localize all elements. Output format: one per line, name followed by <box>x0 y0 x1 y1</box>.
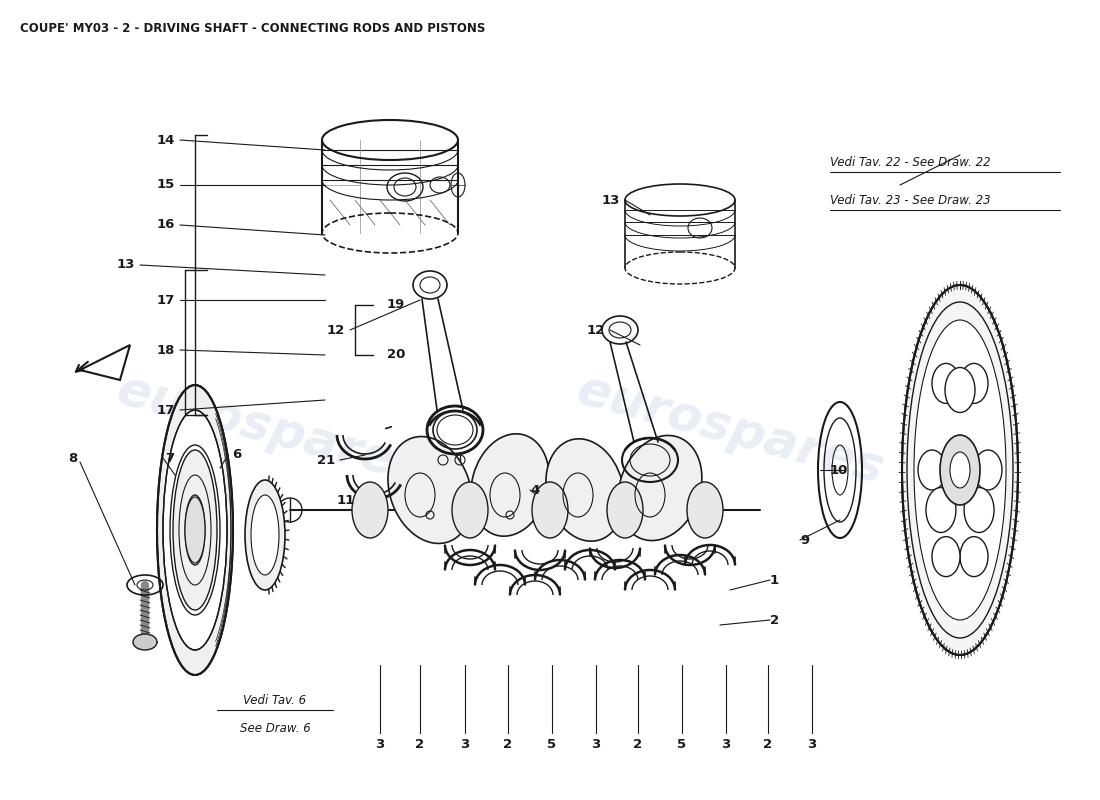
Text: 19: 19 <box>387 298 405 311</box>
Text: Vedi Tav. 23 - See Draw. 23: Vedi Tav. 23 - See Draw. 23 <box>830 194 991 206</box>
Ellipse shape <box>688 482 723 538</box>
Ellipse shape <box>185 497 205 563</box>
Ellipse shape <box>960 363 988 403</box>
Text: 5: 5 <box>678 738 686 751</box>
Text: 18: 18 <box>156 343 175 357</box>
Ellipse shape <box>452 482 488 538</box>
Text: 12: 12 <box>586 323 605 337</box>
Ellipse shape <box>926 487 956 533</box>
Ellipse shape <box>173 450 217 610</box>
Text: 5: 5 <box>548 738 557 751</box>
Text: 3: 3 <box>375 738 385 751</box>
Ellipse shape <box>352 482 388 538</box>
Ellipse shape <box>914 320 1006 620</box>
Ellipse shape <box>471 434 549 536</box>
Ellipse shape <box>546 439 624 541</box>
Text: 1: 1 <box>770 574 779 586</box>
Text: 2: 2 <box>634 738 642 751</box>
Text: 2: 2 <box>416 738 425 751</box>
Ellipse shape <box>245 480 285 590</box>
Ellipse shape <box>251 495 279 575</box>
Ellipse shape <box>902 285 1018 655</box>
Ellipse shape <box>932 537 960 577</box>
Ellipse shape <box>133 634 157 650</box>
Ellipse shape <box>932 363 960 403</box>
Ellipse shape <box>945 367 975 413</box>
Text: 11: 11 <box>337 494 355 506</box>
Text: 3: 3 <box>461 738 470 751</box>
Text: 2: 2 <box>763 738 772 751</box>
Text: 13: 13 <box>602 194 620 206</box>
Text: 3: 3 <box>722 738 730 751</box>
Text: 17: 17 <box>156 403 175 417</box>
Ellipse shape <box>607 482 644 538</box>
Ellipse shape <box>974 450 1002 490</box>
Text: 16: 16 <box>156 218 175 231</box>
Ellipse shape <box>960 537 988 577</box>
Ellipse shape <box>163 410 227 650</box>
Text: COUPE' MY03 - 2 - DRIVING SHAFT - CONNECTING RODS AND PISTONS: COUPE' MY03 - 2 - DRIVING SHAFT - CONNEC… <box>20 22 485 35</box>
Text: 2: 2 <box>504 738 513 751</box>
Text: eurospares: eurospares <box>571 366 889 494</box>
Text: 6: 6 <box>232 449 241 462</box>
Text: 21: 21 <box>317 454 336 466</box>
Ellipse shape <box>532 482 568 538</box>
Text: 3: 3 <box>807 738 816 751</box>
Ellipse shape <box>157 385 233 675</box>
Text: Vedi Tav. 6: Vedi Tav. 6 <box>243 694 307 706</box>
Text: Vedi Tav. 22 - See Draw. 22: Vedi Tav. 22 - See Draw. 22 <box>830 155 991 169</box>
Text: 20: 20 <box>387 349 406 362</box>
Text: 8: 8 <box>68 451 77 465</box>
Text: 10: 10 <box>830 463 848 477</box>
Text: 12: 12 <box>327 323 345 337</box>
Text: 4: 4 <box>530 483 539 497</box>
Text: 3: 3 <box>592 738 601 751</box>
Ellipse shape <box>964 487 994 533</box>
Text: eurospares: eurospares <box>111 366 429 494</box>
Text: 17: 17 <box>156 294 175 306</box>
Ellipse shape <box>618 435 702 541</box>
Ellipse shape <box>950 452 970 488</box>
Text: 2: 2 <box>770 614 779 626</box>
Ellipse shape <box>918 450 946 490</box>
Ellipse shape <box>940 435 980 505</box>
Text: 15: 15 <box>156 178 175 191</box>
Text: 9: 9 <box>800 534 810 546</box>
Text: 14: 14 <box>156 134 175 146</box>
Text: See Draw. 6: See Draw. 6 <box>240 722 310 734</box>
Ellipse shape <box>388 437 472 543</box>
Text: 7: 7 <box>165 451 174 465</box>
Text: 13: 13 <box>117 258 135 271</box>
